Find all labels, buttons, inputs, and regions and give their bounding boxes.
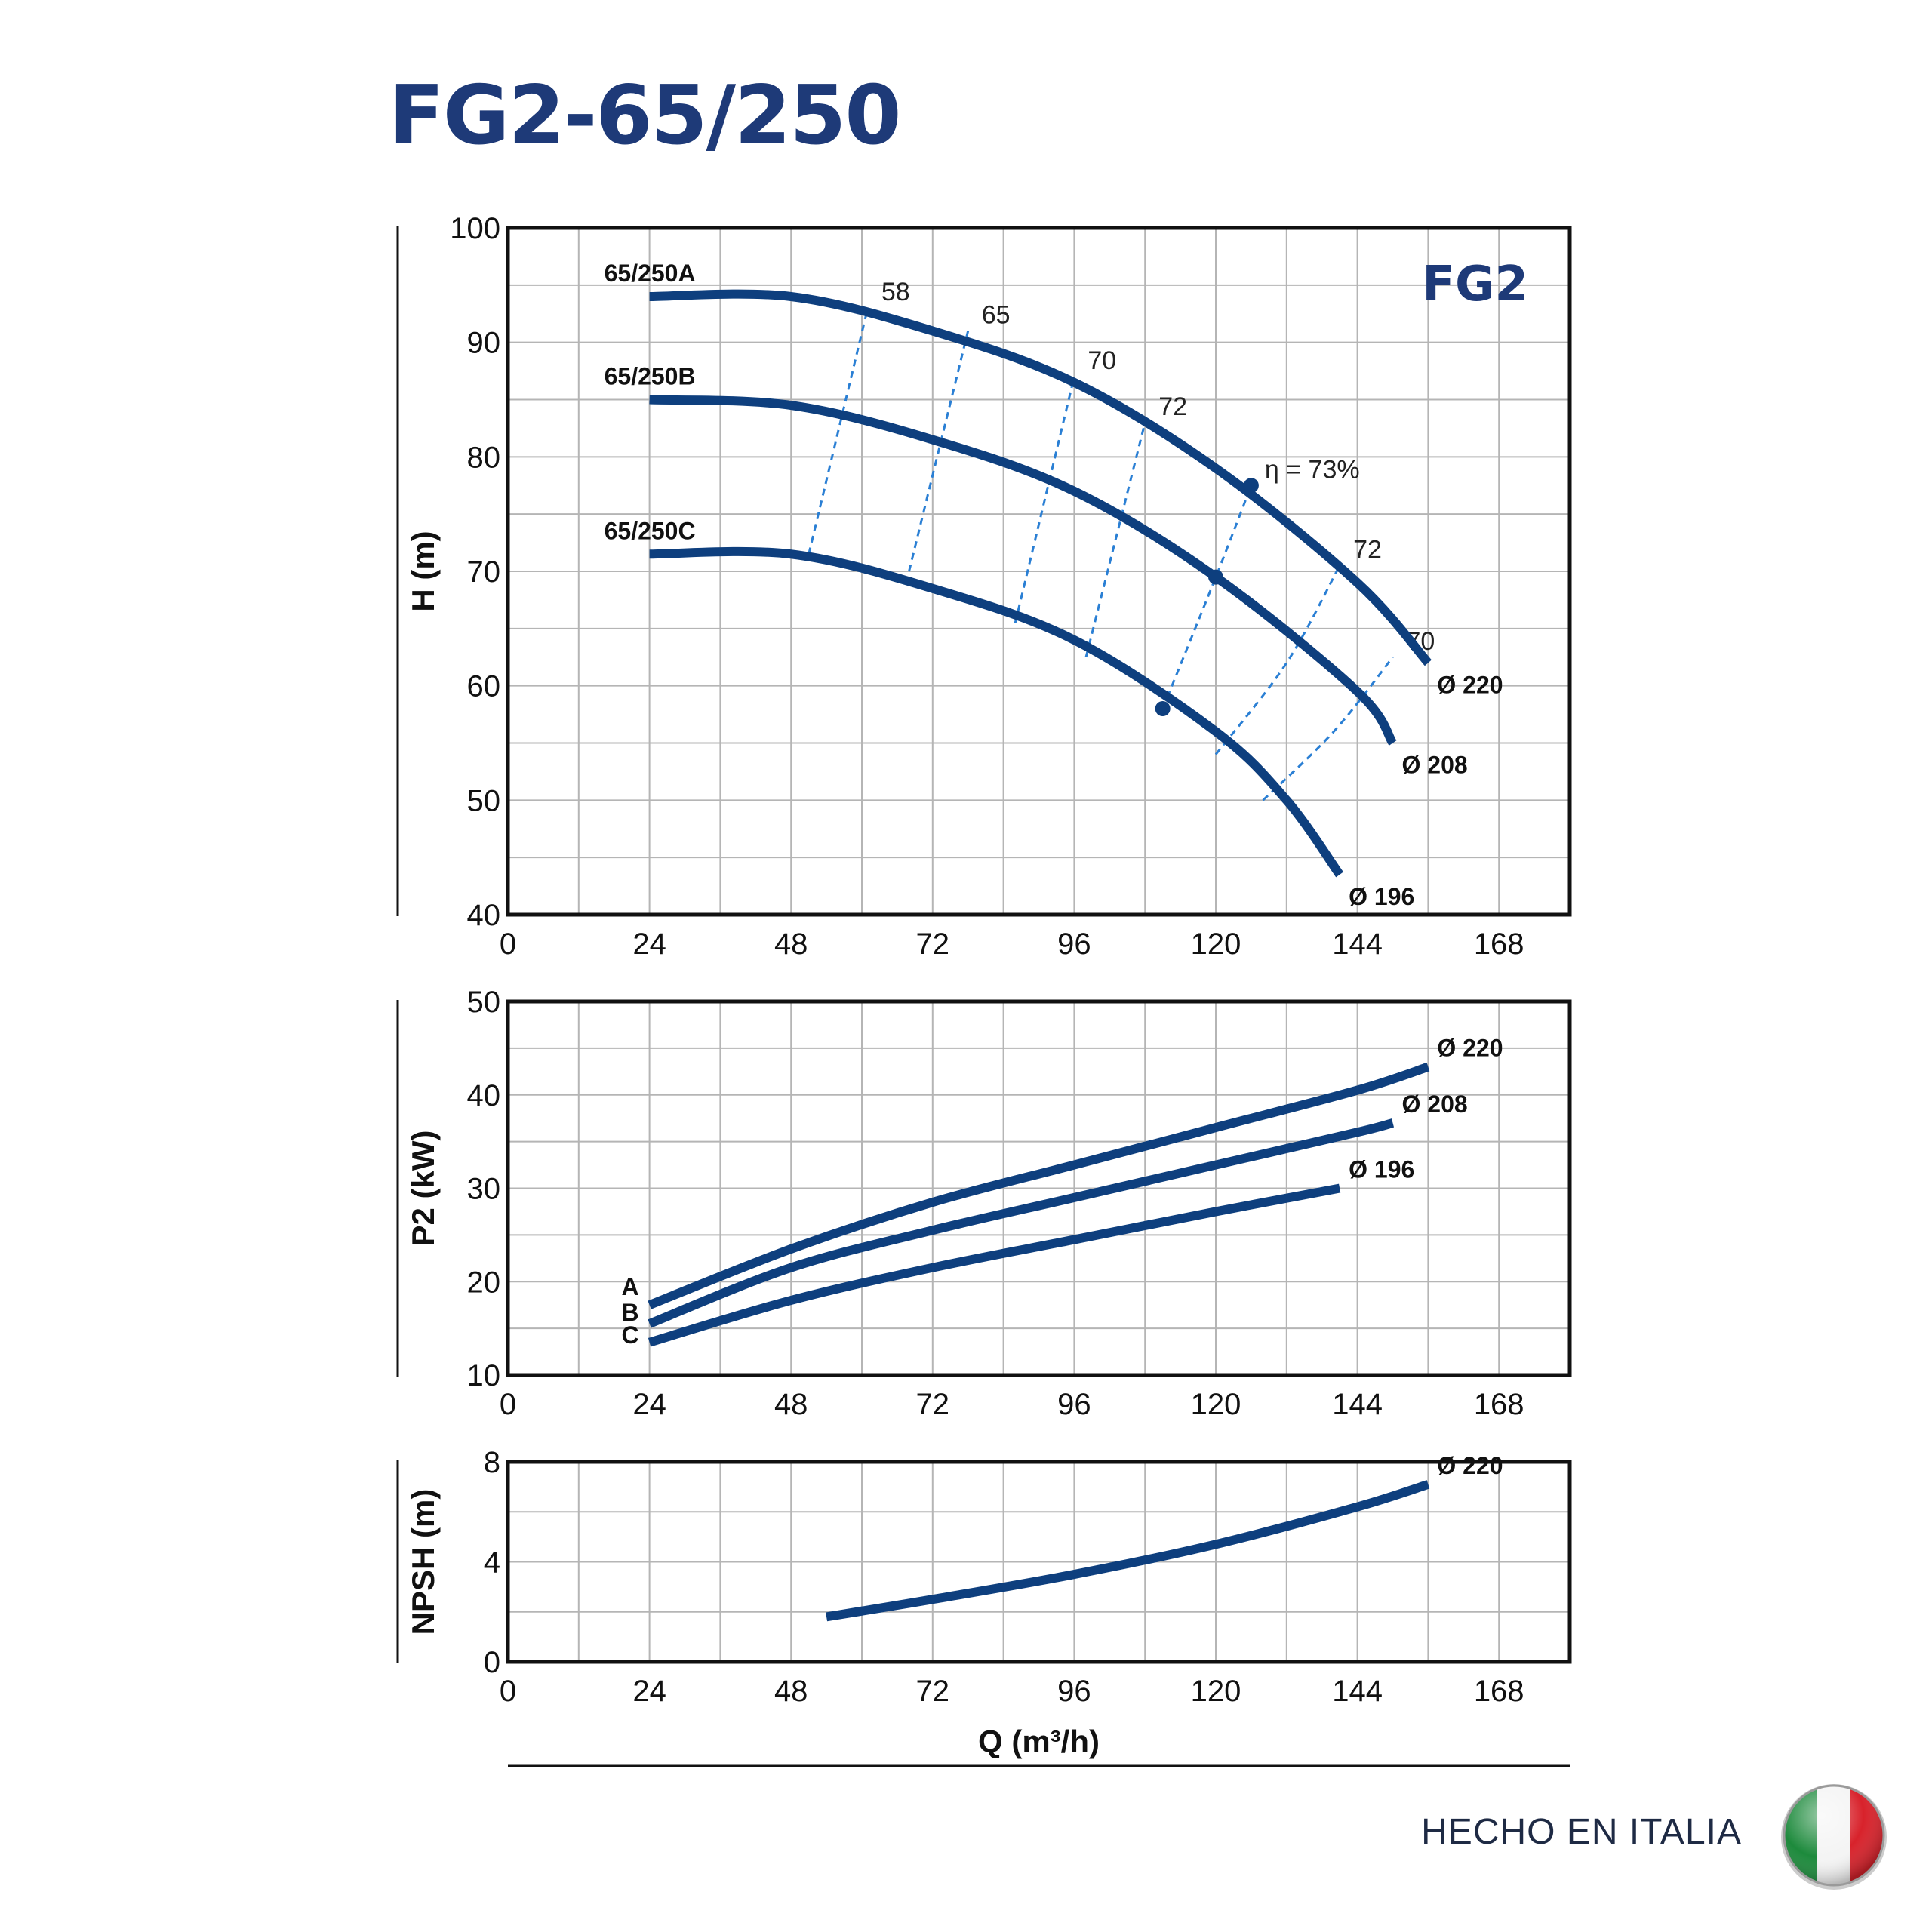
efficiency-line bbox=[1214, 565, 1341, 755]
y-tick-label: 50 bbox=[467, 986, 501, 1019]
series-line bbox=[826, 1480, 1430, 1622]
diameter-label: Ø 220 bbox=[1437, 1035, 1503, 1062]
plot-frame bbox=[506, 999, 1572, 1377]
y-tick-label: 20 bbox=[467, 1266, 501, 1299]
efficiency-label: 58 bbox=[881, 278, 910, 306]
x-tick-label: 96 bbox=[1057, 1675, 1091, 1708]
efficiency-label: 72 bbox=[1353, 535, 1382, 564]
series-line bbox=[649, 395, 1397, 746]
x-tick-label: 168 bbox=[1474, 1675, 1524, 1708]
x-tick-label: 72 bbox=[916, 1388, 950, 1421]
x-tick-label: 0 bbox=[500, 1675, 516, 1708]
y-tick-label: 100 bbox=[450, 212, 500, 245]
y-tick-label: 0 bbox=[484, 1646, 500, 1679]
y-axis-label: NPSH (m) bbox=[405, 1489, 441, 1635]
y-tick-label: 70 bbox=[467, 555, 501, 589]
series-name-label: 65/250A bbox=[605, 260, 696, 287]
series-name-label: 65/250B bbox=[605, 363, 696, 390]
x-tick-label: 168 bbox=[1474, 928, 1524, 961]
series-line bbox=[649, 546, 1344, 878]
efficiency-label: 65 bbox=[982, 301, 1011, 330]
series-line bbox=[649, 289, 1432, 666]
diameter-label: Ø 196 bbox=[1349, 883, 1414, 910]
x-tick-label: 24 bbox=[632, 928, 666, 961]
x-tick-label: 144 bbox=[1332, 928, 1383, 961]
y-tick-label: 90 bbox=[467, 327, 501, 360]
x-tick-label: 144 bbox=[1332, 1675, 1383, 1708]
x-tick-label: 72 bbox=[916, 1675, 950, 1708]
y-tick-label: 30 bbox=[467, 1173, 501, 1206]
y-axis-label: P2 (kW) bbox=[405, 1130, 441, 1246]
efficiency-label: η = 73% bbox=[1265, 455, 1360, 484]
x-tick-label: 96 bbox=[1057, 928, 1091, 961]
y-tick-label: 80 bbox=[467, 441, 501, 474]
x-tick-label: 24 bbox=[632, 1675, 666, 1708]
y-axis-label: H (m) bbox=[405, 531, 441, 611]
efficiency-point bbox=[1155, 701, 1171, 716]
series-line bbox=[648, 1183, 1341, 1347]
x-tick-label: 48 bbox=[774, 1388, 808, 1421]
made-in-italy-text: HECHO EN ITALIA bbox=[1421, 1812, 1742, 1852]
diameter-label: Ø 220 bbox=[1437, 1452, 1503, 1479]
x-tick-label: 120 bbox=[1191, 1388, 1241, 1421]
x-tick-label: 48 bbox=[774, 1675, 808, 1708]
y-tick-label: 8 bbox=[484, 1446, 500, 1479]
x-tick-label: 72 bbox=[916, 928, 950, 961]
x-tick-label: 168 bbox=[1474, 1388, 1524, 1421]
series-name-label: C bbox=[621, 1321, 638, 1349]
x-tick-label: 48 bbox=[774, 928, 808, 961]
series-name-label: B bbox=[621, 1299, 638, 1326]
efficiency-point bbox=[1208, 569, 1223, 585]
y-tick-label: 10 bbox=[467, 1359, 501, 1392]
y-tick-label: 60 bbox=[467, 670, 501, 703]
diameter-label: Ø 196 bbox=[1349, 1156, 1414, 1183]
series-line bbox=[648, 1062, 1430, 1309]
diameter-label: Ø 208 bbox=[1402, 1091, 1468, 1118]
x-tick-label: 120 bbox=[1191, 1675, 1241, 1708]
series-line bbox=[648, 1118, 1395, 1328]
y-tick-label: 40 bbox=[467, 899, 501, 932]
efficiency-line bbox=[908, 331, 970, 572]
chart-title: FG2-65/250 bbox=[389, 69, 902, 163]
italy-flag-icon bbox=[1781, 1784, 1887, 1890]
x-tick-label: 24 bbox=[632, 1388, 666, 1421]
y-tick-label: 40 bbox=[467, 1079, 501, 1112]
efficiency-line bbox=[808, 307, 869, 555]
y-tick-label: 50 bbox=[467, 784, 501, 817]
x-tick-label: 0 bbox=[500, 1388, 516, 1421]
diameter-label: Ø 220 bbox=[1437, 671, 1503, 698]
efficiency-label: 70 bbox=[1088, 346, 1116, 375]
series-name-label: A bbox=[621, 1273, 638, 1300]
efficiency-line bbox=[1262, 656, 1394, 801]
efficiency-label: 72 bbox=[1158, 392, 1187, 421]
brand-label: FG2 bbox=[1422, 257, 1528, 312]
x-tick-label: 0 bbox=[500, 928, 516, 961]
x-tick-label: 96 bbox=[1057, 1388, 1091, 1421]
efficiency-point bbox=[1243, 478, 1259, 494]
plot-frame bbox=[506, 1460, 1572, 1664]
x-axis-label: Q (m³/h) bbox=[978, 1724, 1100, 1759]
plot-frame bbox=[506, 226, 1572, 917]
y-tick-label: 4 bbox=[484, 1546, 500, 1580]
efficiency-line bbox=[1084, 422, 1146, 658]
series-name-label: 65/250C bbox=[605, 517, 696, 544]
diameter-label: Ø 208 bbox=[1402, 752, 1468, 779]
efficiency-line bbox=[1014, 376, 1075, 623]
x-tick-label: 120 bbox=[1191, 928, 1241, 961]
x-tick-label: 144 bbox=[1332, 1388, 1383, 1421]
